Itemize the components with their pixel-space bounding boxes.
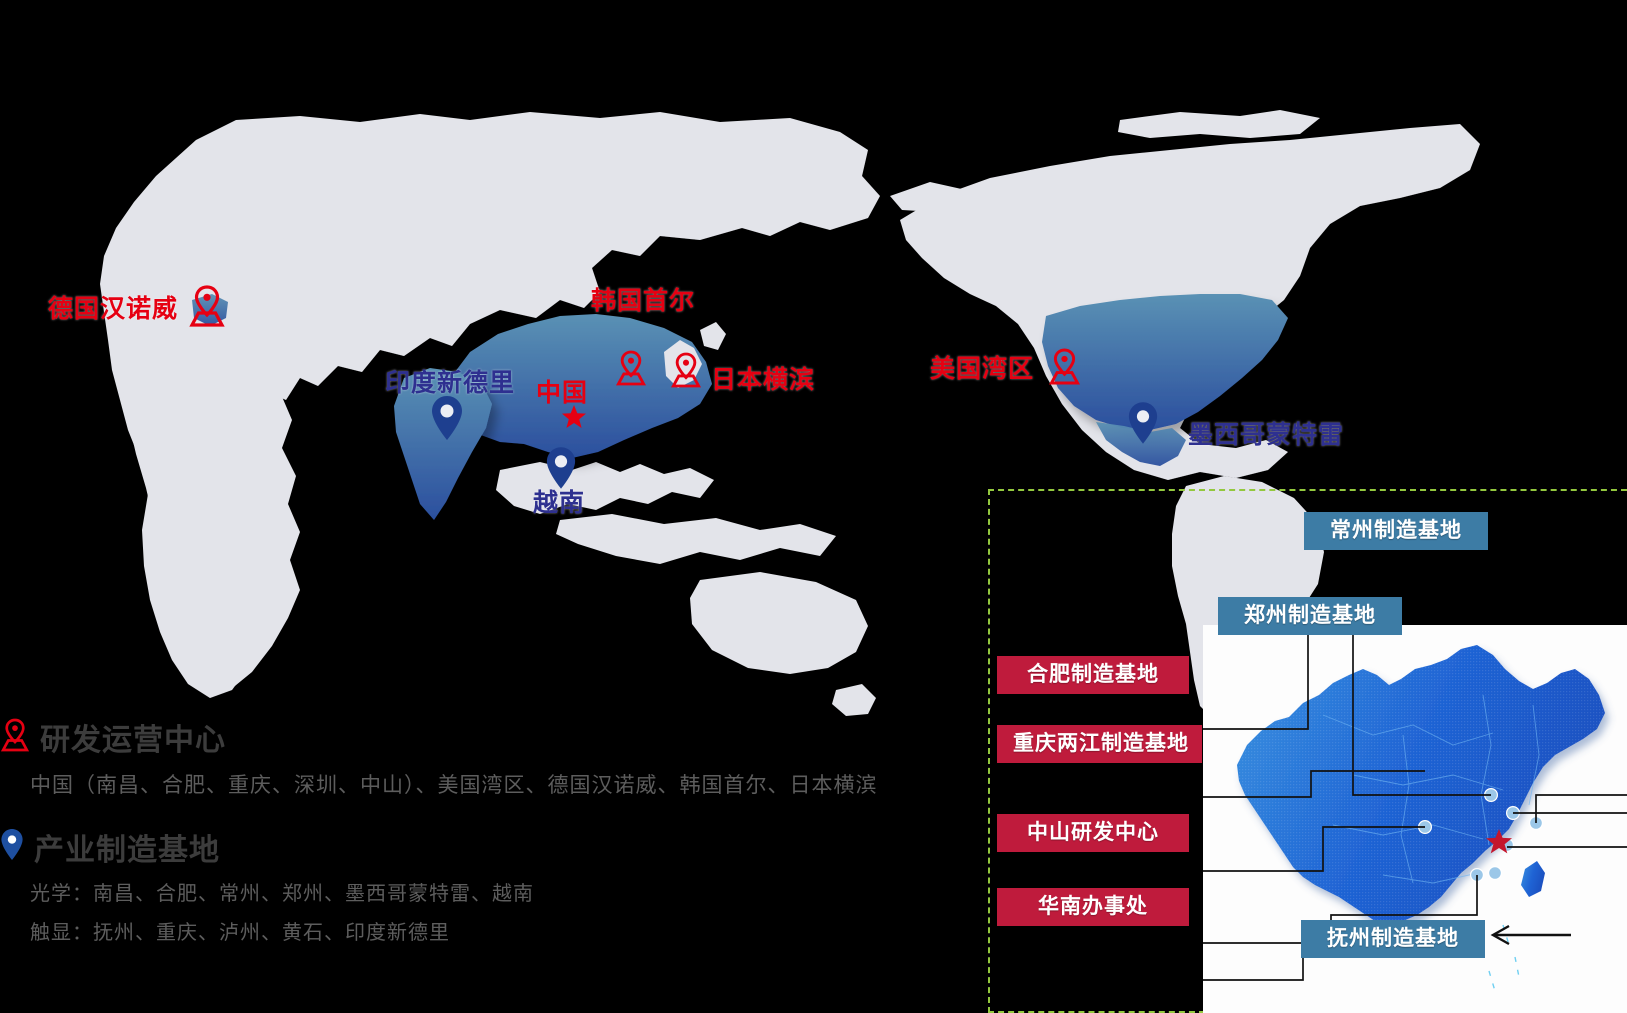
rnd-center-icon xyxy=(615,350,647,386)
tag-chongqing[interactable]: 重庆两江制造基地 xyxy=(997,725,1202,764)
city-dot xyxy=(1488,866,1503,881)
legend-value-touchdisplay: 抚州、重庆、泸州、黄石、印度新德里 xyxy=(93,922,450,944)
rnd-center-icon xyxy=(1048,348,1081,385)
rnd-center-icon xyxy=(670,352,702,388)
red-star-icon xyxy=(1486,829,1512,854)
tag-zhongshan[interactable]: 中山研发中心 xyxy=(997,814,1189,853)
legend-key-optics: 光学： xyxy=(30,883,93,905)
legend-key-touchdisplay: 触显： xyxy=(30,922,93,944)
legend-line-optics: 光学：南昌、合肥、常州、郑州、墨西哥蒙特雷、越南 xyxy=(30,877,960,906)
pin-vietnam[interactable] xyxy=(545,446,577,490)
legend-block-rnd: 研发运营中心 中国（南昌、合肥、重庆、深圳、中山）、美国湾区、德国汉诺威、韩国首… xyxy=(0,715,960,799)
tag-huanan[interactable]: 华南办事处 xyxy=(997,888,1189,927)
legend-value-optics: 南昌、合肥、常州、郑州、墨西哥蒙特雷、越南 xyxy=(93,883,534,905)
legend-title-manufacturing: 产业制造基地 xyxy=(34,834,220,867)
map-pin-icon xyxy=(432,396,462,440)
china-capital-star xyxy=(561,404,587,430)
tag-changzhou[interactable]: 常州制造基地 xyxy=(1304,512,1488,551)
highlight-china xyxy=(450,314,712,458)
pin-seoul[interactable] xyxy=(615,350,647,386)
tag-zhengzhou[interactable]: 郑州制造基地 xyxy=(1218,597,1402,636)
pin-newdelhi[interactable] xyxy=(430,395,464,441)
legend: 研发运营中心 中国（南昌、合肥、重庆、深圳、中山）、美国湾区、德国汉诺威、韩国首… xyxy=(0,715,960,955)
legend-line-touchdisplay: 触显：抚州、重庆、泸州、黄石、印度新德里 xyxy=(30,916,960,945)
landmass-arctic xyxy=(890,110,1320,212)
tag-fuzhou[interactable]: 抚州制造基地 xyxy=(1301,920,1485,959)
pin-monterrey[interactable] xyxy=(1127,401,1159,445)
legend-title-rnd: 研发运营中心 xyxy=(40,724,226,757)
label-seoul: 韩国首尔 xyxy=(591,287,696,315)
province-borders xyxy=(1322,694,1540,884)
label-vietnam: 越南 xyxy=(533,489,586,517)
left-arrow-icon xyxy=(1487,923,1573,952)
landmass-australia xyxy=(690,572,876,716)
label-yokohama: 日本横滨 xyxy=(711,366,816,394)
legend-block-manufacturing: 产业制造基地 光学：南昌、合肥、常州、郑州、墨西哥蒙特雷、越南 触显：抚州、重庆… xyxy=(0,825,960,945)
pin-hanover[interactable] xyxy=(188,285,226,327)
map-pin-icon xyxy=(0,828,24,866)
rnd-center-icon xyxy=(0,718,30,757)
label-hanover: 德国汉诺威 xyxy=(48,295,179,323)
rnd-center-icon xyxy=(189,285,225,327)
red-star-icon xyxy=(562,405,586,428)
map-pin-icon xyxy=(1128,402,1158,444)
highlight-usa xyxy=(1042,294,1288,430)
legend-text-rnd: 中国（南昌、合肥、重庆、深圳、中山）、美国湾区、德国汉诺威、韩国首尔、日本横滨 xyxy=(30,774,878,797)
china-mainland-shape xyxy=(1237,645,1605,925)
highlight-mexico xyxy=(1096,422,1186,466)
highlight-india xyxy=(394,368,492,520)
legend-head-manufacturing: 产业制造基地 xyxy=(0,825,960,869)
legend-head-rnd: 研发运营中心 xyxy=(0,715,960,759)
china-detail-panel: 常州制造基地 郑州制造基地 合肥制造基地 重庆两江制造基地 中山研发中心 华南办… xyxy=(988,489,1627,1013)
pin-bayarea[interactable] xyxy=(1048,348,1081,385)
label-monterrey: 墨西哥蒙特雷 xyxy=(1188,421,1345,449)
tag-hefei[interactable]: 合肥制造基地 xyxy=(997,656,1189,695)
label-bayarea: 美国湾区 xyxy=(930,355,1035,383)
landmass-africa-europe xyxy=(118,238,452,694)
pin-yokohama[interactable] xyxy=(670,352,702,388)
label-china: 中国 xyxy=(536,379,589,407)
label-newdelhi: 印度新德里 xyxy=(385,369,516,397)
landmass-southeast-asia xyxy=(496,462,836,564)
map-pin-icon xyxy=(546,447,576,489)
china-inset-map xyxy=(1203,625,1627,1013)
